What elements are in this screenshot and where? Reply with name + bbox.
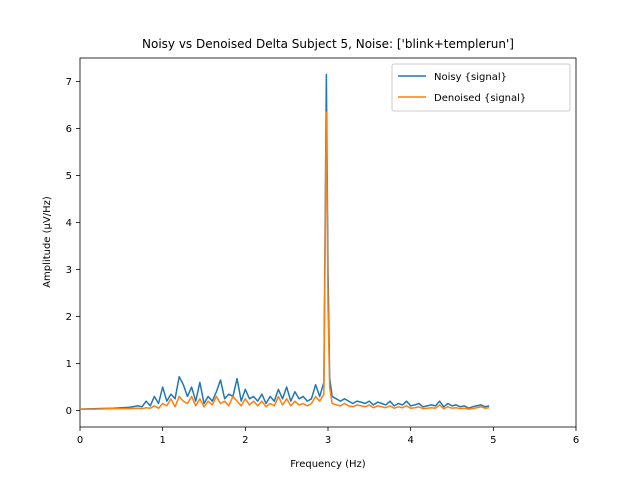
- legend: Noisy {signal} Denoised {signal}: [391, 63, 571, 112]
- y-tick-label: 0: [66, 406, 72, 417]
- y-tick-label: 3: [66, 265, 72, 276]
- x-tick-label: 1: [159, 435, 165, 446]
- series-line-noisy: [79, 73, 490, 410]
- x-tick-label: 0: [77, 435, 83, 446]
- y-tick-label: 4: [66, 218, 72, 229]
- x-tick-label: 4: [407, 435, 413, 446]
- x-axis-label: Frequency (Hz): [290, 459, 366, 470]
- legend-box: [391, 63, 571, 112]
- y-tick-label: 5: [66, 171, 72, 182]
- series-line-denoised: [80, 111, 490, 410]
- y-tick-label: 1: [66, 359, 72, 370]
- x-tick-label: 3: [325, 435, 331, 446]
- series-layer: [79, 73, 490, 410]
- y-axis: 0 1 2 3 4 5 6 7: [66, 77, 80, 417]
- y-tick-label: 6: [66, 124, 72, 135]
- legend-label-denoised: Denoised {signal}: [434, 93, 526, 104]
- x-tick-label: 5: [490, 435, 496, 446]
- y-axis-label: Amplitude (μV/Hz): [42, 196, 53, 288]
- x-tick-label: 2: [242, 435, 248, 446]
- legend-label-noisy: Noisy {signal}: [434, 72, 507, 83]
- y-tick-label: 7: [66, 77, 72, 88]
- chart-title: Noisy vs Denoised Delta Subject 5, Noise…: [142, 37, 514, 51]
- y-tick-label: 2: [66, 312, 72, 323]
- x-tick-label: 6: [573, 435, 579, 446]
- x-axis: 0 1 2 3 4 5 6: [77, 427, 579, 446]
